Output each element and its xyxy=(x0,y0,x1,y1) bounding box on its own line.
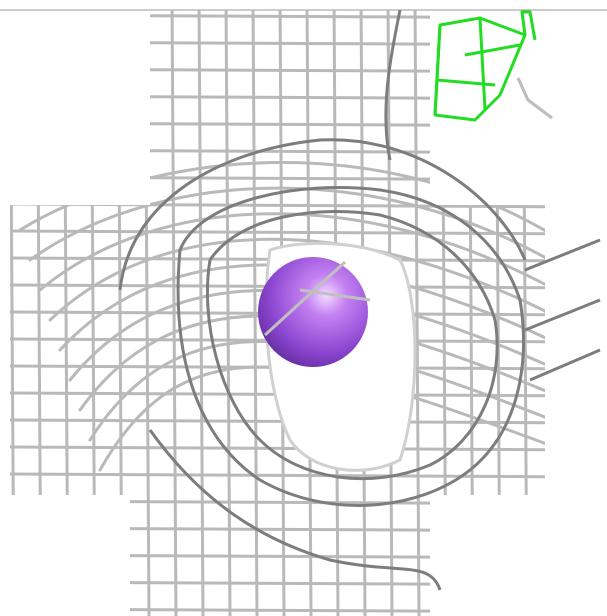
contour xyxy=(384,9,402,161)
bond xyxy=(516,77,553,120)
mesh-line xyxy=(197,10,205,616)
green-cage xyxy=(433,10,537,116)
contour xyxy=(118,138,527,291)
mesh-over-ion xyxy=(263,260,371,337)
mesh-line xyxy=(10,229,545,236)
mesh-curve xyxy=(28,186,545,287)
ligand-mesh xyxy=(433,10,537,122)
ion-sphere xyxy=(258,257,368,367)
contour xyxy=(148,429,442,591)
mesh-line xyxy=(224,10,232,616)
contour xyxy=(176,186,525,507)
contour xyxy=(524,238,601,382)
mesh-line xyxy=(413,10,421,616)
mesh-line xyxy=(251,10,259,616)
contour xyxy=(206,209,499,481)
density-contours xyxy=(118,9,601,591)
mesh-curve xyxy=(48,237,545,337)
mesh-line xyxy=(170,10,178,616)
mesh-line xyxy=(10,472,545,479)
